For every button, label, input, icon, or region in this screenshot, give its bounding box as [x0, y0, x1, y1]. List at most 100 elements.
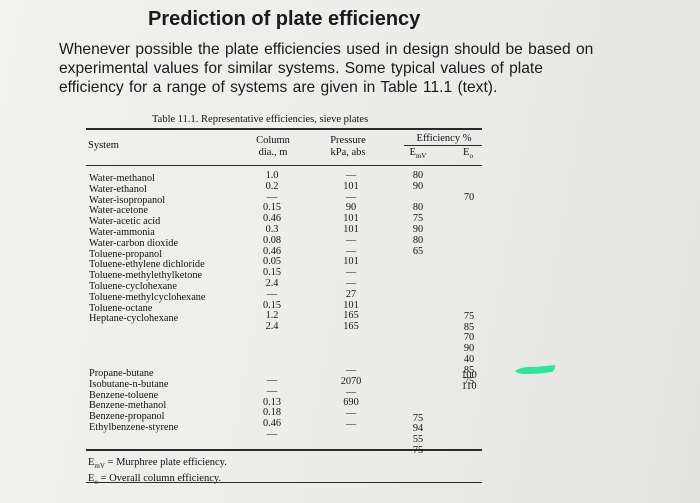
- emv-value: [402, 392, 434, 403]
- header-system: System: [88, 140, 119, 151]
- diameter-column-group1: 1.0 0.2 — 0.15 0.46 0.3 0.08 0.46 0.05 0…: [256, 170, 288, 333]
- diameter-value: 1.0: [265, 170, 279, 181]
- emv-value: 80: [412, 234, 424, 246]
- diameter-value: —: [266, 288, 278, 300]
- header-column-line2: dia., m: [258, 147, 288, 158]
- pressure-value: 2070: [340, 375, 362, 387]
- pressure-value: —: [345, 386, 357, 398]
- diameter-value: 0.46: [262, 213, 282, 225]
- pressure-value: —: [345, 170, 357, 181]
- table-caption: Table 11.1. Representative efficiencies,…: [152, 114, 369, 125]
- pressure-value: 101: [343, 223, 359, 235]
- pressure-value: —: [345, 234, 357, 246]
- diameter-value: 0.15: [262, 202, 282, 214]
- system-list-group2: Propane-butane Isobutane-n-butane Benzen…: [89, 368, 178, 434]
- pressure-value: 27: [345, 288, 357, 300]
- header-efficiency: Efficiency %: [416, 133, 472, 144]
- intro-line: efficiency for a range of systems are gi…: [59, 79, 498, 96]
- system-name: Benzene-methanol: [89, 400, 167, 412]
- eo-value: 70: [463, 332, 475, 344]
- diameter-column-group2: — — 0.13 0.18 0.46 —: [256, 375, 288, 441]
- system-name: Water-ammonia: [89, 226, 155, 238]
- emv-value: [402, 403, 434, 414]
- diameter-value: —: [266, 375, 278, 386]
- system-name: Toluene-ethylene dichloride: [89, 259, 205, 271]
- emv-value: 90: [412, 180, 424, 192]
- diameter-value: 2.4: [265, 321, 279, 333]
- system-name: Toluene-octane: [89, 302, 153, 314]
- eo-value: 85: [463, 364, 475, 376]
- system-name: Water-isopropanol: [89, 194, 166, 206]
- table-top-rule: [86, 128, 482, 130]
- pressure-column-group2: — 2070 — 690 — —: [333, 365, 369, 431]
- footnote-eo: Eo = Overall column efficiency.: [88, 472, 222, 486]
- emv-value: 75: [412, 444, 424, 456]
- eo-value: 100: [461, 370, 477, 381]
- diameter-value: 0.08: [262, 234, 282, 246]
- intro-paragraph: Whenever possible the plate efficiencies…: [59, 40, 659, 97]
- system-name: Toluene-propanol: [89, 248, 163, 260]
- system-name: Propane-butane: [89, 368, 154, 379]
- emv-value: 75: [412, 412, 424, 424]
- pressure-value: 101: [343, 256, 359, 268]
- intro-line: experimental values for similar systems.…: [59, 60, 543, 77]
- table-footnotes: EmV = Murphree plate efficiency. Eo = Ov…: [88, 457, 227, 488]
- diameter-value: —: [266, 385, 278, 397]
- footnote-rule: [86, 482, 482, 484]
- emv-value: 80: [412, 170, 424, 181]
- diameter-value: 0.18: [262, 407, 282, 419]
- system-name: Toluene-methylethylketone: [89, 270, 203, 282]
- intro-line: Whenever possible the plate efficiencies…: [59, 41, 594, 58]
- emv-value: 80: [412, 202, 424, 214]
- eo-value: 90: [463, 343, 475, 355]
- eo-value: 85: [463, 321, 475, 333]
- system-name: Benzene-propanol: [89, 411, 165, 423]
- pressure-value: 101: [343, 180, 359, 192]
- diameter-value: 0.15: [262, 267, 282, 279]
- eo-value: [455, 225, 483, 236]
- diameter-value: 0.46: [262, 245, 282, 257]
- eo-value: 110: [461, 380, 477, 392]
- pressure-value: 690: [343, 397, 359, 409]
- pressure-value: —: [345, 365, 357, 376]
- system-name: Toluene-cyclohexane: [89, 280, 177, 292]
- diameter-value: 1.2: [265, 310, 279, 322]
- diameter-value: 0.2: [265, 180, 279, 192]
- system-name: Water-methanol: [89, 173, 155, 184]
- eo-value: [455, 258, 483, 269]
- pressure-value: 165: [343, 310, 359, 322]
- pressure-value: —: [345, 418, 357, 430]
- pressure-value: —: [345, 191, 357, 203]
- emv-column-group2: 75 94 55 75: [402, 392, 434, 457]
- table-bottom-rule: [86, 449, 482, 451]
- highlighter-mark: [515, 365, 556, 374]
- page-title: Prediction of plate efficiency: [148, 8, 421, 30]
- system-name: Water-carbon dioxide: [89, 237, 179, 249]
- diameter-value: 0.3: [265, 223, 279, 235]
- diameter-value: 0.15: [262, 299, 282, 311]
- header-column-line1: Column: [256, 135, 290, 146]
- eo-value: 75: [463, 375, 475, 387]
- system-name: Isobutane-n-butane: [89, 378, 169, 390]
- system-name: Benzene-toluene: [89, 389, 159, 401]
- pressure-column-group1: — 101 — 90 101 101 — — 101 — — 27 101 16…: [333, 170, 369, 333]
- eo-value: [455, 247, 483, 258]
- eo-value: [455, 269, 483, 280]
- header-pressure: Pressure kPa, abs: [320, 135, 376, 159]
- system-list-group1: Water-methanol Water-ethanol Water-isopr…: [89, 173, 206, 325]
- pressure-value: 90: [345, 202, 357, 214]
- eo-value: [455, 236, 483, 247]
- diameter-value: 0.46: [262, 418, 282, 430]
- pressure-value: —: [345, 267, 357, 279]
- footnote-emv: EmV = Murphree plate efficiency.: [88, 457, 227, 471]
- pressure-value: 101: [343, 213, 359, 225]
- system-name: Toluene-methylcyclohexane: [89, 291, 206, 303]
- eo-column-group1: 70 75 85 70 90 40 85 75: [455, 192, 483, 387]
- diameter-value: 0.05: [262, 256, 282, 268]
- eo-value: [455, 279, 483, 290]
- system-name: Water-ethanol: [89, 183, 147, 195]
- system-name: Heptane-cyclohexane: [89, 313, 179, 325]
- pressure-value: —: [345, 408, 357, 420]
- diameter-value: —: [266, 191, 278, 203]
- system-name: Water-acetone: [89, 205, 148, 217]
